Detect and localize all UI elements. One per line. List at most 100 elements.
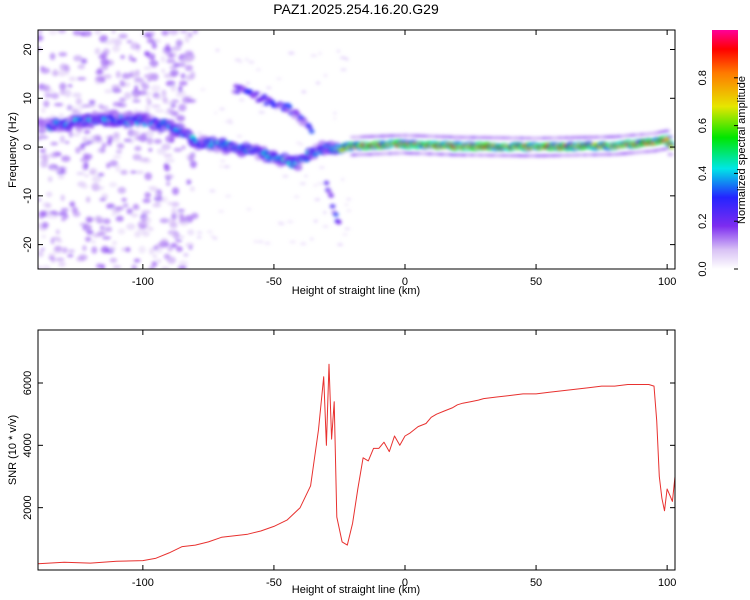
spectrogram-cell	[131, 264, 138, 269]
spectrogram-cell	[176, 39, 184, 46]
spectrogram-cell	[68, 106, 78, 111]
spectrogram-cell	[106, 138, 112, 146]
spectrogram-cell	[169, 222, 178, 229]
spectrogram-cell	[126, 40, 133, 44]
spectrogram-cell	[130, 42, 140, 50]
spectrogram-cell	[138, 225, 147, 230]
spectrogram-cell	[166, 256, 177, 264]
spectrogram-cell	[134, 135, 142, 141]
spectrogram-y-axis: -20 -10 0 10 20	[22, 43, 675, 253]
snr-frame	[37, 329, 676, 571]
spectrogram-cell	[342, 233, 348, 236]
spectrogram-cell	[215, 48, 220, 52]
spectrogram-cell	[38, 34, 44, 42]
spectrogram-cell	[186, 179, 192, 185]
spectrogram-cell	[163, 162, 168, 171]
spectrogram-cell	[151, 41, 158, 50]
spectrogram-cell	[57, 174, 65, 180]
spectrogram-cell	[91, 239, 97, 244]
spectrogram-cell	[54, 245, 63, 252]
spectrogram-frame	[37, 29, 676, 270]
spectrogram-cell	[337, 243, 344, 247]
spectrogram-cell	[61, 155, 71, 162]
spectrogram-cell	[189, 186, 195, 192]
spectrogram-cell	[184, 64, 193, 72]
spectrogram-cell	[99, 34, 109, 43]
spectrogram-cell	[38, 197, 42, 202]
spectrogram-cell	[101, 245, 109, 254]
spectrogram-cell	[49, 52, 56, 61]
spectrogram-cell	[111, 84, 120, 90]
spectrogram-cell	[209, 189, 216, 193]
spectrogram-cell	[274, 108, 280, 112]
colorbar: 0.0 0.2 0.4 0.6 0.8 Normalized spectral ampl…	[697, 30, 748, 277]
spectrogram-cell	[50, 141, 59, 146]
spectrogram-cell	[58, 261, 66, 267]
spectrogram-cell	[109, 160, 119, 167]
spectrogram-cell	[115, 70, 121, 79]
spectrogram-cell	[175, 239, 183, 243]
spectrogram-cell	[664, 129, 671, 133]
spectrogram-cell	[314, 198, 321, 202]
colorbar-axis: 0.0 0.2 0.4 0.6 0.8	[697, 70, 738, 277]
spectrogram-cell	[111, 30, 116, 35]
spectrogram-cell	[144, 158, 149, 162]
spectrogram-cell	[94, 185, 105, 190]
spectrogram-cell	[323, 74, 328, 77]
spectrogram-cell	[63, 64, 71, 73]
spectrogram-cell	[40, 164, 48, 168]
spectrogram-cell	[130, 170, 137, 174]
spectrogram-cell	[225, 194, 232, 198]
spectrogram-cell	[138, 90, 148, 96]
spectrogram-cell	[146, 137, 154, 145]
spectrogram-cell	[166, 58, 176, 64]
spectrogram-cell	[234, 58, 242, 62]
spectrogram-cell	[146, 129, 155, 138]
spectrogram-cell	[117, 143, 124, 148]
spectrogram-cell	[304, 174, 308, 178]
spectrogram-cell	[170, 232, 179, 238]
spectrogram-cell	[310, 237, 314, 241]
spectrogram-cell	[190, 212, 199, 220]
spectrogram-cell	[299, 143, 304, 147]
spectrogram-cell	[115, 215, 124, 222]
spectrogram-cell	[89, 168, 98, 176]
spectrogram-cell	[177, 265, 188, 269]
snr-xtick-label: 100	[658, 577, 676, 589]
snr-panel: -100 -50 0 50 100 2000 4000 6000 Height of str…	[7, 329, 676, 596]
spectrogram-cell	[161, 266, 170, 269]
spectrogram-cell	[148, 247, 155, 255]
spectrogram-cell	[60, 207, 69, 212]
spectrogram-cell	[144, 104, 151, 113]
colorbar-tick-label: 0.8	[697, 70, 709, 85]
spectrogram-cell	[147, 186, 157, 190]
spectrogram-cell	[188, 154, 194, 163]
spectrogram-cell	[115, 164, 121, 173]
spectrogram-cell	[171, 207, 177, 215]
spectrogram-cell	[189, 160, 197, 169]
spectrogram-cell	[258, 240, 264, 244]
spectrogram-cell	[170, 242, 178, 249]
spectrogram-cell	[333, 117, 337, 120]
spectrogram-cell	[115, 206, 124, 211]
spectrogram-cell	[341, 178, 345, 181]
spectrogram-cell	[197, 131, 202, 135]
spectrogram-cell	[95, 134, 102, 140]
spectrogram-cell	[45, 202, 52, 209]
spectrogram-cell	[181, 145, 186, 150]
spectrogram-cell	[154, 193, 160, 197]
spectrogram-cell	[75, 97, 83, 106]
spectrogram-cell	[77, 64, 86, 70]
spectrogram-cell	[258, 110, 266, 114]
spectrogram-cell	[206, 230, 213, 234]
spectrogram-cell	[51, 167, 62, 172]
snr-xtick-label: -100	[132, 577, 154, 589]
spectrogram-ytick-label: 0	[22, 144, 34, 150]
spectrogram-cell	[150, 30, 156, 37]
spectrogram-cell	[219, 165, 224, 168]
spectrogram-cell	[134, 145, 142, 152]
spectrogram-cell	[80, 58, 88, 65]
spectrogram-cell	[214, 111, 218, 115]
spectrogram-xtick-label: -50	[266, 276, 282, 288]
